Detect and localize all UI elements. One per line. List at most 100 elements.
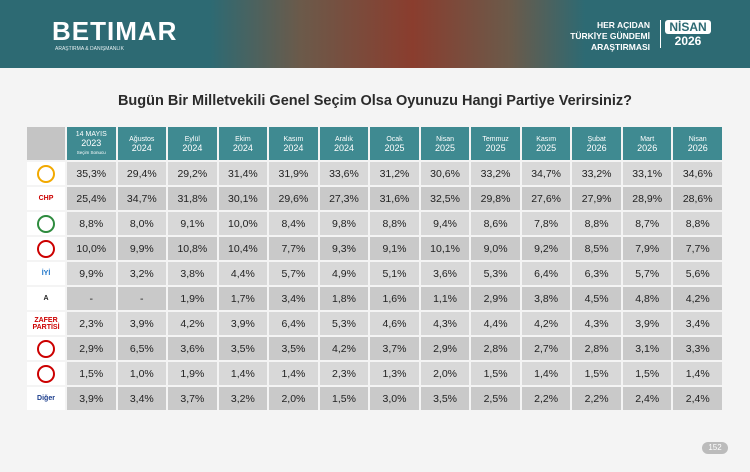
header: BETIMAR ARAŞTIRMA & DANIŞMANLIK HER AÇID… [0, 0, 750, 68]
column-month: Temmuz [482, 135, 509, 143]
value-cell: 3,5% [218, 337, 268, 360]
value-cell: 2,2% [572, 387, 621, 410]
column-header: Aralık 2024 [319, 127, 369, 160]
value-cell: 33,1% [622, 162, 672, 185]
value-cell: 1,4% [218, 362, 268, 385]
value-cell: 7,8% [521, 212, 571, 235]
value-cell: 2,3% [319, 362, 369, 385]
party-icon [37, 339, 55, 358]
value-cell: 1,8% [319, 287, 369, 310]
column-year: 2026 [687, 142, 708, 153]
party-icon [37, 364, 55, 383]
column-month: Aralık [335, 135, 353, 143]
value-cell: 3,9% [218, 312, 268, 335]
value-cell: 3,9% [67, 387, 116, 410]
party-logo: A [27, 287, 65, 310]
value-cell: 29,6% [269, 187, 318, 210]
value-cell: 2,5% [471, 387, 520, 410]
value-cell: 3,2% [218, 387, 268, 410]
value-cell: 31,6% [370, 187, 419, 210]
party-logo: Diğer [27, 387, 65, 410]
value-cell: 35,3% [67, 162, 116, 185]
value-cell: 7,9% [622, 237, 672, 260]
value-cell: 8,6% [471, 212, 520, 235]
value-cell: 7,7% [673, 237, 722, 260]
value-cell: 28,6% [673, 187, 722, 210]
value-cell: 10,8% [168, 237, 217, 260]
brand: BETIMAR [52, 16, 178, 46]
value-cell: 3,7% [168, 387, 217, 410]
value-cell: 2,4% [622, 387, 672, 410]
value-cell: 1,0% [117, 362, 167, 385]
value-cell: 1,7% [218, 287, 268, 310]
value-cell: 1,5% [67, 362, 116, 385]
column-header: Şubat 2026 [572, 127, 621, 160]
value-cell: 1,9% [168, 362, 217, 385]
value-cell: 3,9% [117, 312, 167, 335]
column-year: 2024 [182, 142, 203, 153]
column-month: Mart [640, 135, 655, 143]
value-cell: 4,3% [572, 312, 621, 335]
value-cell: 1,5% [622, 362, 672, 385]
value-cell: 9,9% [67, 262, 116, 285]
value-cell: 3,5% [420, 387, 470, 410]
value-cell: 1,5% [471, 362, 520, 385]
party-label: CHP [38, 195, 54, 202]
value-cell: 4,2% [319, 337, 369, 360]
party-logo: ZAFER PARTİSİ [27, 312, 65, 335]
value-cell: 9,4% [420, 212, 470, 235]
value-cell: 4,4% [218, 262, 268, 285]
tagline-line: ARAŞTIRMASI [590, 42, 650, 52]
value-cell: 2,8% [572, 337, 621, 360]
column-header: Eylül 2024 [168, 127, 217, 160]
value-cell: 1,9% [168, 287, 217, 310]
tagline: HER AÇIDAN TÜRKİYE GÜNDEMİ ARAŞTIRMASI [570, 20, 650, 53]
value-cell: 4,2% [168, 312, 217, 335]
column-month: Ağustos [129, 135, 155, 143]
value-cell: 2,3% [67, 312, 116, 335]
value-cell: 1,4% [269, 362, 318, 385]
value-cell: 2,9% [420, 337, 470, 360]
value-cell: 8,7% [622, 212, 672, 235]
column-note: Seçim Sonucu [76, 150, 106, 155]
value-cell: 2,0% [269, 387, 318, 410]
column-header: Ocak 2025 [370, 127, 419, 160]
corner-cell [27, 127, 65, 160]
value-cell: 8,5% [572, 237, 621, 260]
party-logo: İYİ [27, 262, 65, 285]
value-cell: 33,2% [572, 162, 621, 185]
value-cell: 2,9% [471, 287, 520, 310]
column-month: Ekim [235, 135, 251, 143]
value-cell: 4,8% [622, 287, 672, 310]
value-cell: 6,4% [269, 312, 318, 335]
value-cell: 27,3% [319, 187, 369, 210]
value-cell: 29,8% [471, 187, 520, 210]
column-year: 2024 [283, 142, 304, 153]
tagline-line: TÜRKİYE GÜNDEMİ [570, 31, 650, 41]
value-cell: 4,5% [572, 287, 621, 310]
column-month: Kasım [536, 135, 557, 143]
party-logo [27, 362, 65, 385]
value-cell: 10,1% [420, 237, 470, 260]
value-cell: 3,7% [370, 337, 419, 360]
value-cell: 5,3% [319, 312, 369, 335]
value-cell: 8,8% [572, 212, 621, 235]
value-cell: 3,5% [269, 337, 318, 360]
column-year: 2025 [536, 142, 557, 153]
column-month: Kasım [283, 135, 304, 143]
value-cell: 3,8% [168, 262, 217, 285]
column-month: Nisan [436, 135, 454, 143]
value-cell: 31,4% [218, 162, 268, 185]
value-cell: 5,1% [370, 262, 419, 285]
value-cell: 1,5% [319, 387, 369, 410]
value-cell: 2,9% [67, 337, 116, 360]
party-label: Diğer [37, 395, 55, 402]
value-cell: 4,2% [521, 312, 571, 335]
column-header: Kasım 2024 [269, 127, 318, 160]
value-cell: 2,4% [673, 387, 722, 410]
value-cell: 29,2% [168, 162, 217, 185]
column-year: 2025 [435, 142, 456, 153]
value-cell: 33,6% [319, 162, 369, 185]
value-cell: 29,4% [117, 162, 167, 185]
value-cell: 8,4% [269, 212, 318, 235]
